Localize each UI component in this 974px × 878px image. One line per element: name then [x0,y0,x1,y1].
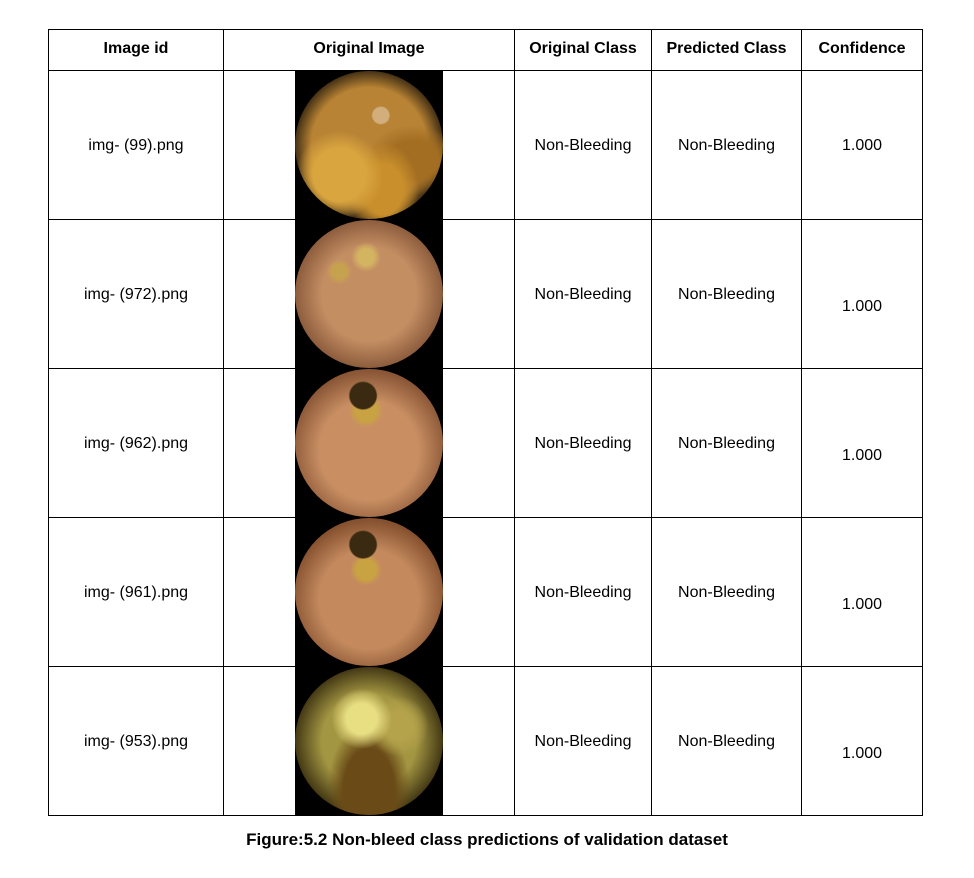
confidence: 1.000 [841,745,883,762]
table-row: img- (962).png Non-Bleeding Non-Bleeding… [48,368,923,518]
header-image-id: Image id [48,29,224,71]
original-class: Non-Bleeding [534,137,632,154]
confidence: 1.000 [841,137,883,154]
figure-caption: Figure:5.2 Non-bleed class predictions o… [246,830,728,849]
endoscopy-image [295,71,443,219]
predicted-class: Non-Bleeding [678,286,775,303]
image-id: img- (99).png [88,137,184,154]
confidence: 1.000 [841,596,883,613]
image-id: img- (953).png [83,733,189,750]
header-confidence: Confidence [801,29,923,71]
endoscopy-image [295,369,443,517]
header-predicted-class: Predicted Class [651,29,802,71]
confidence: 1.000 [841,298,883,315]
predicted-class: Non-Bleeding [678,137,775,154]
original-class: Non-Bleeding [534,435,632,452]
image-id: img- (972).png [83,286,189,303]
predicted-class: Non-Bleeding [678,584,775,601]
table-row: img- (953).png Non-Bleeding Non-Bleeding… [48,666,923,816]
table-row: img- (99).png Non-Bleeding Non-Bleeding … [48,70,923,220]
image-id: img- (962).png [83,435,189,452]
predicted-class: Non-Bleeding [678,435,775,452]
endoscopy-image [295,518,443,666]
predicted-class: Non-Bleeding [678,733,775,750]
results-table: Image id Original Image Original Class P… [48,29,923,816]
original-class: Non-Bleeding [534,733,632,750]
endoscopy-image [295,667,443,815]
header-original-image: Original Image [223,29,515,71]
endoscopy-image [295,220,443,368]
header-original-class: Original Class [514,29,652,71]
original-class: Non-Bleeding [534,286,632,303]
image-id: img- (961).png [83,584,189,601]
confidence: 1.000 [841,447,883,464]
header-row: Image id Original Image Original Class P… [48,29,923,71]
table-row: img- (961).png Non-Bleeding Non-Bleeding… [48,517,923,667]
table-row: img- (972).png Non-Bleeding Non-Bleeding… [48,219,923,369]
original-class: Non-Bleeding [534,584,632,601]
